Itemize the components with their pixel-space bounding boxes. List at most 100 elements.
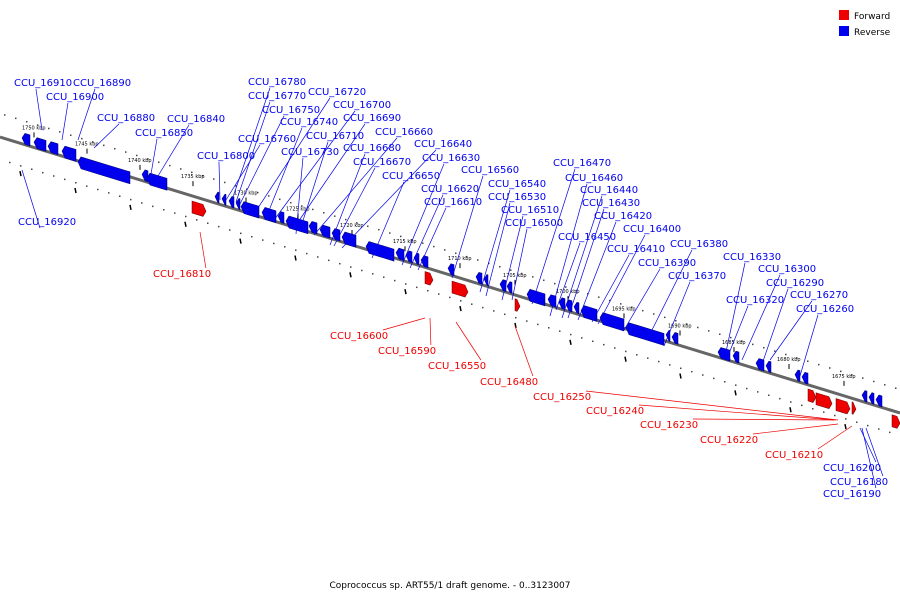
track-dot [130, 198, 132, 201]
track-dot [345, 218, 347, 221]
track-dot [433, 245, 435, 248]
gene-label: CCU_16730 [281, 147, 339, 158]
gene-label: CCU_16650 [382, 171, 440, 182]
label-leader [77, 88, 96, 141]
track-dot [570, 333, 572, 336]
track-dot [510, 269, 512, 271]
gene-label: CCU_16530 [488, 192, 546, 203]
minor-tick [129, 204, 132, 211]
track-dot [9, 161, 11, 164]
track-dot [383, 276, 385, 278]
gene-label: CCU_16850 [135, 128, 193, 139]
reverse-gene-box [308, 221, 318, 235]
scale-ticks: 1750 kbp 1745 kbp 1740 kbp 1735 kbp 1730 kbp… [22, 125, 856, 386]
track-dot [636, 354, 638, 356]
gene-label: CCU_16320 [726, 295, 784, 306]
gene-label: CCU_16440 [580, 185, 638, 196]
track-dot [746, 387, 748, 390]
gene-label: CCU_16210 [765, 450, 823, 461]
reverse-gene-box [580, 305, 598, 322]
scale-tick-label: 1680 kbp [777, 357, 801, 363]
gene-label: CCU_16250 [533, 392, 591, 403]
label-leader [727, 305, 749, 357]
minor-tick [74, 187, 77, 194]
reverse-gene-box [801, 371, 809, 385]
gene-label: CCU_16750 [262, 105, 320, 116]
label-leader [752, 423, 839, 435]
label-leader [663, 281, 691, 347]
track-dot [86, 185, 88, 187]
reverse-gene-box [319, 224, 331, 239]
track-dot [196, 219, 198, 221]
scale-tick-label: 1730 kbp [234, 190, 258, 196]
track-dot [587, 293, 589, 295]
reverse-gene-box [625, 322, 665, 346]
track-dot [213, 178, 215, 180]
track-dot [251, 235, 253, 238]
label-leader [567, 208, 605, 319]
track-dot [862, 377, 864, 379]
reverse-gene-box [277, 211, 285, 224]
track-dot [268, 195, 270, 197]
reverse-gene-box [61, 145, 77, 162]
gene-label: CCU_16370 [668, 271, 726, 282]
gene-label: CCU_16230 [640, 420, 698, 431]
gene-label: CCU_16480 [480, 377, 538, 388]
label-leader [329, 153, 366, 246]
label-leader [371, 181, 405, 259]
track-dot [20, 165, 22, 167]
track-dot [466, 255, 468, 258]
track-dot [455, 252, 457, 255]
track-dot [284, 246, 286, 248]
track-dot [768, 394, 770, 397]
track-dot [741, 340, 743, 342]
label-leader [231, 87, 271, 201]
gene-label: CCU_16700 [333, 100, 391, 111]
track-dot [895, 387, 897, 389]
track-dot [851, 373, 853, 376]
track-dot [15, 117, 17, 120]
track-dot [620, 303, 622, 305]
label-leader [577, 221, 617, 321]
gene-label: CCU_16420 [594, 211, 652, 222]
track-dot [889, 431, 891, 434]
track-dot [169, 164, 171, 167]
reverse-gene-box [228, 196, 235, 209]
label-leader [61, 102, 69, 141]
gene-label: CCU_16880 [97, 113, 155, 124]
legend: Forward Reverse [839, 10, 891, 38]
gene-label: CCU_16270 [790, 290, 848, 301]
track-dot [444, 249, 446, 251]
track-dot [64, 178, 66, 181]
gene-label: CCU_16800 [197, 151, 255, 162]
gene-label: CCU_16190 [823, 489, 881, 500]
forward-gene-box [191, 200, 207, 217]
track-dot [845, 418, 847, 420]
gene-features [21, 133, 900, 429]
track-dot [785, 353, 787, 356]
gene-label: CCU_16470 [553, 158, 611, 169]
scale-tick-label: 1715 kbp [393, 239, 417, 245]
track-dot [312, 208, 314, 211]
track-dot [482, 306, 484, 309]
track-dot [504, 313, 506, 316]
reverse-gene-box [240, 201, 260, 219]
track-dot [609, 299, 611, 302]
scale-tick-label: 1695 kbp [612, 306, 636, 312]
track-dot [499, 266, 501, 268]
reverse-gene-box [717, 347, 731, 362]
scale-tick-label: 1740 kbp [128, 158, 152, 164]
track-dot [4, 114, 6, 116]
track-dot [856, 421, 858, 424]
label-leader [417, 207, 447, 271]
reverse-gene-box [365, 241, 395, 262]
track-dot [97, 188, 99, 191]
label-leader [692, 418, 835, 421]
label-leader [799, 314, 819, 377]
label-leader [199, 231, 207, 269]
reverse-gene-box [235, 198, 241, 211]
track-dot [202, 174, 204, 177]
track-dot [779, 397, 781, 400]
gene-labels: CCU_16910 CCU_16890 CCU_16900 CCU_16880 CCU_… [14, 77, 888, 500]
